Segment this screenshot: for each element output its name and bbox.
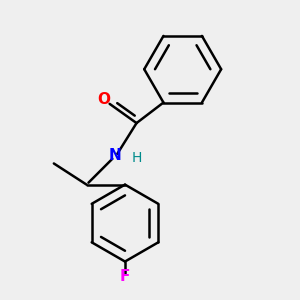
- Text: N: N: [109, 148, 122, 163]
- Text: O: O: [97, 92, 110, 107]
- Text: F: F: [120, 269, 130, 284]
- Text: H: H: [131, 151, 142, 165]
